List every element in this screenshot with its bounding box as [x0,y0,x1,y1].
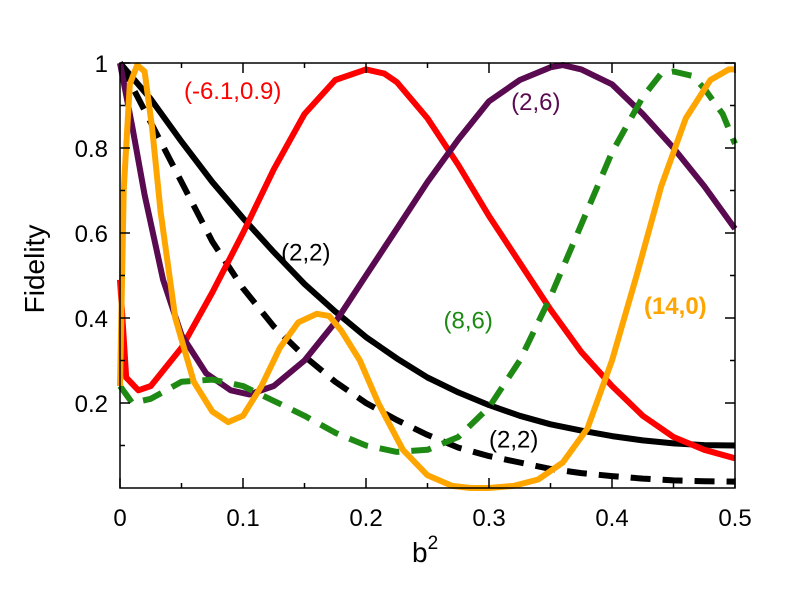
series-annotation: (8,6) [443,308,492,335]
x-tick-label: 0.1 [226,505,259,532]
y-tick-label: 1 [95,51,108,78]
x-tick-label: 0.2 [349,505,382,532]
x-tick-label: 0 [113,505,126,532]
series-line-5 [117,62,735,491]
y-tick-label: 0.4 [75,306,108,333]
series-line-1 [117,61,736,485]
x-axis-label: b2 [412,533,438,568]
y-axis-label: Fidelity [19,225,50,314]
x-tick-label: 0.4 [595,505,628,532]
annotation-layer: (-6.1,0.9) (2,6) (2,2) (8,6) (14,0) (2,2) [184,78,707,454]
series-line-2 [117,66,736,462]
y-tick-label: 0.8 [75,136,108,163]
tick-layer: 0 0.1 0.2 0.3 0.4 0.5 0.2 0.4 0.6 0.8 1 [75,51,752,532]
series-layer [117,61,738,491]
series-annotation: (14,0) [644,293,707,320]
series-annotation: (-6.1,0.9) [184,78,281,105]
x-tick-label: 0.3 [472,505,505,532]
x-axis-label-superscript: 2 [428,533,439,554]
plot-frame [119,62,736,489]
series-line-0 [117,61,736,449]
y-tick-label: 0.6 [75,221,108,248]
series-line-3 [117,62,738,398]
series-annotation: (2,2) [489,427,538,454]
x-tick-label: 0.5 [718,505,751,532]
y-tick-label: 0.2 [75,391,108,418]
series-annotation: (2,6) [511,89,560,116]
series-annotation: (2,2) [281,240,330,267]
x-axis-label-base: b [412,537,428,568]
series-line-4 [117,68,738,455]
